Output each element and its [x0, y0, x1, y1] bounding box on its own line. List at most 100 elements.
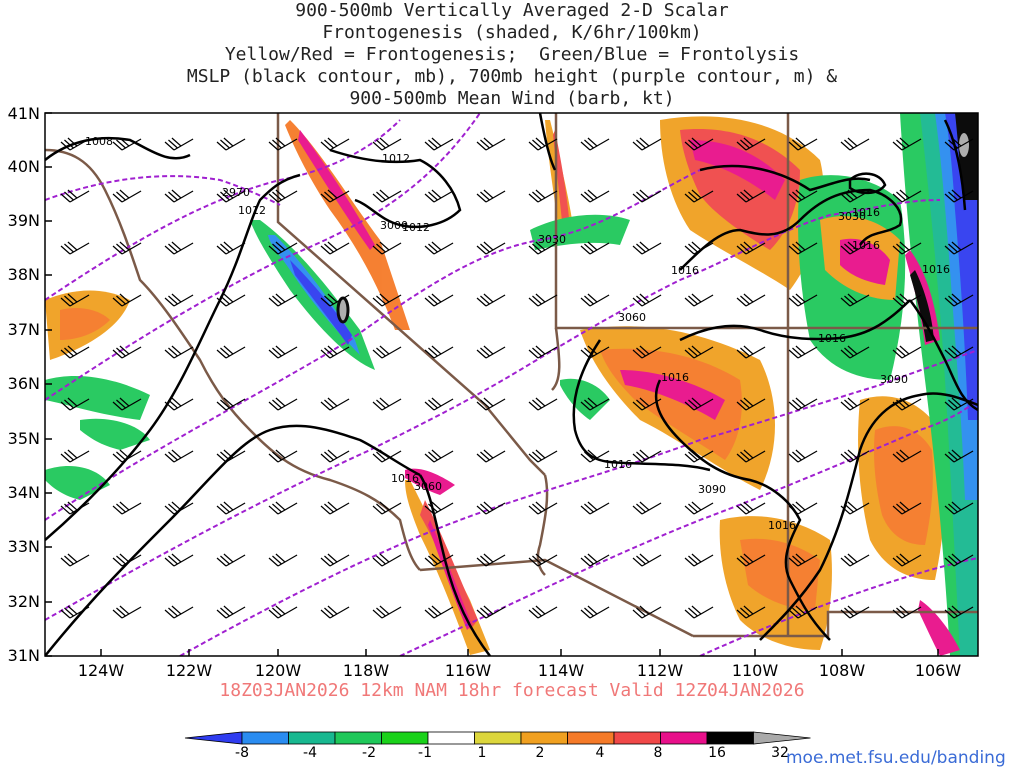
- wind-barb: [528, 189, 558, 203]
- wind-barb: [424, 605, 454, 619]
- wind-barb: [476, 189, 506, 203]
- height-label: 3030: [838, 210, 866, 223]
- lat-label: 35N: [7, 429, 40, 448]
- wind-barb: [216, 553, 246, 567]
- wind-barb: [164, 553, 194, 567]
- lon-label: 124W: [77, 661, 125, 680]
- wind-barb: [268, 501, 298, 515]
- wind-barb: [736, 553, 766, 567]
- wind-barb: [216, 501, 246, 515]
- wind-barb: [268, 137, 298, 151]
- wind-barb: [320, 605, 350, 619]
- colorbar-segment: [184, 731, 243, 745]
- lat-label: 31N: [7, 646, 40, 665]
- frontogenesis-shading: [45, 113, 978, 656]
- lon-label: 116W: [444, 661, 492, 680]
- wind-barb: [632, 241, 662, 255]
- wind-barb: [476, 501, 506, 515]
- colorbar-segment: [381, 731, 429, 745]
- wind-barb: [736, 241, 766, 255]
- wind-barb: [528, 345, 558, 359]
- wind-barb: [424, 137, 454, 151]
- lat-label: 37N: [7, 320, 40, 339]
- height-label: 3060: [618, 311, 646, 324]
- wind-barb: [892, 137, 922, 151]
- colorbar-label: 16: [708, 745, 726, 761]
- wind-barb: [528, 241, 558, 255]
- wind-barb: [892, 345, 922, 359]
- mslp-label: 1016: [852, 239, 880, 252]
- colorbar-segment: [241, 731, 289, 745]
- lat-label: 34N: [7, 483, 40, 502]
- wind-barb: [892, 189, 922, 203]
- colorbar-label: -8: [235, 745, 249, 761]
- wind-barb: [632, 605, 662, 619]
- wind-barb: [268, 553, 298, 567]
- wind-barb: [268, 241, 298, 255]
- credit-link[interactable]: moe.met.fsu.edu/banding: [786, 748, 1006, 768]
- mslp-label: 1016: [852, 206, 880, 219]
- wind-barb: [684, 449, 714, 463]
- wind-barb: [528, 501, 558, 515]
- height-label: 3000: [380, 219, 408, 232]
- wind-barb: [60, 501, 90, 515]
- lon-label: 120W: [254, 661, 302, 680]
- wind-barb: [476, 397, 506, 411]
- wind-barb: [320, 501, 350, 515]
- wind-barb: [268, 189, 298, 203]
- wind-barb: [944, 241, 974, 255]
- wind-barb: [60, 241, 90, 255]
- colorbar-label: -1: [418, 745, 432, 761]
- lat-label: 40N: [7, 157, 40, 176]
- mslp-label: 1012: [382, 152, 410, 165]
- wind-barb: [736, 189, 766, 203]
- wind-barb: [320, 189, 350, 203]
- wind-barb: [60, 605, 90, 619]
- wind-barb: [372, 553, 402, 567]
- wind-barb: [164, 137, 194, 151]
- wind-barb: [944, 605, 974, 619]
- wind-barb: [736, 605, 766, 619]
- wind-barb: [892, 605, 922, 619]
- wind-barb: [372, 605, 402, 619]
- colorbar-segment: [753, 731, 811, 745]
- wind-barb: [528, 553, 558, 567]
- wind-barb: [216, 449, 246, 463]
- wind-barb: [424, 449, 454, 463]
- wind-barb: [840, 189, 870, 203]
- title-line-4: MSLP (black contour, mb), 700mb height (…: [186, 66, 838, 87]
- wind-barb: [164, 189, 194, 203]
- wind-barb: [216, 397, 246, 411]
- wind-barb: [60, 345, 90, 359]
- wind-barb: [164, 397, 194, 411]
- mslp-label: 1016: [768, 519, 796, 532]
- wind-barb: [684, 501, 714, 515]
- wind-barb: [164, 293, 194, 307]
- mslp-label: 1016: [604, 458, 632, 471]
- wind-barb: [372, 345, 402, 359]
- wind-barb: [424, 397, 454, 411]
- wind-barbs: [60, 137, 974, 619]
- lat-label: 32N: [7, 592, 40, 611]
- wind-barb: [268, 397, 298, 411]
- height-label: 2970: [222, 186, 250, 199]
- lat-label: 36N: [7, 374, 40, 393]
- wind-barb: [840, 137, 870, 151]
- wind-barb: [476, 241, 506, 255]
- wind-barb: [112, 553, 142, 567]
- colorbar-segment: [660, 731, 708, 745]
- wind-barb: [528, 137, 558, 151]
- wind-barb: [840, 397, 870, 411]
- wind-barb: [60, 189, 90, 203]
- wind-barb: [476, 137, 506, 151]
- wind-barb: [892, 501, 922, 515]
- wind-barb: [60, 449, 90, 463]
- wind-barb: [788, 605, 818, 619]
- wind-barb: [944, 293, 974, 307]
- wind-barb: [60, 553, 90, 567]
- height-label: 3090: [698, 483, 726, 496]
- title-line-1: 900-500mb Vertically Averaged 2-D Scalar: [295, 0, 729, 21]
- wind-barb: [476, 449, 506, 463]
- title-line-2: Frontogenesis (shaded, K/6hr/100km): [322, 22, 702, 43]
